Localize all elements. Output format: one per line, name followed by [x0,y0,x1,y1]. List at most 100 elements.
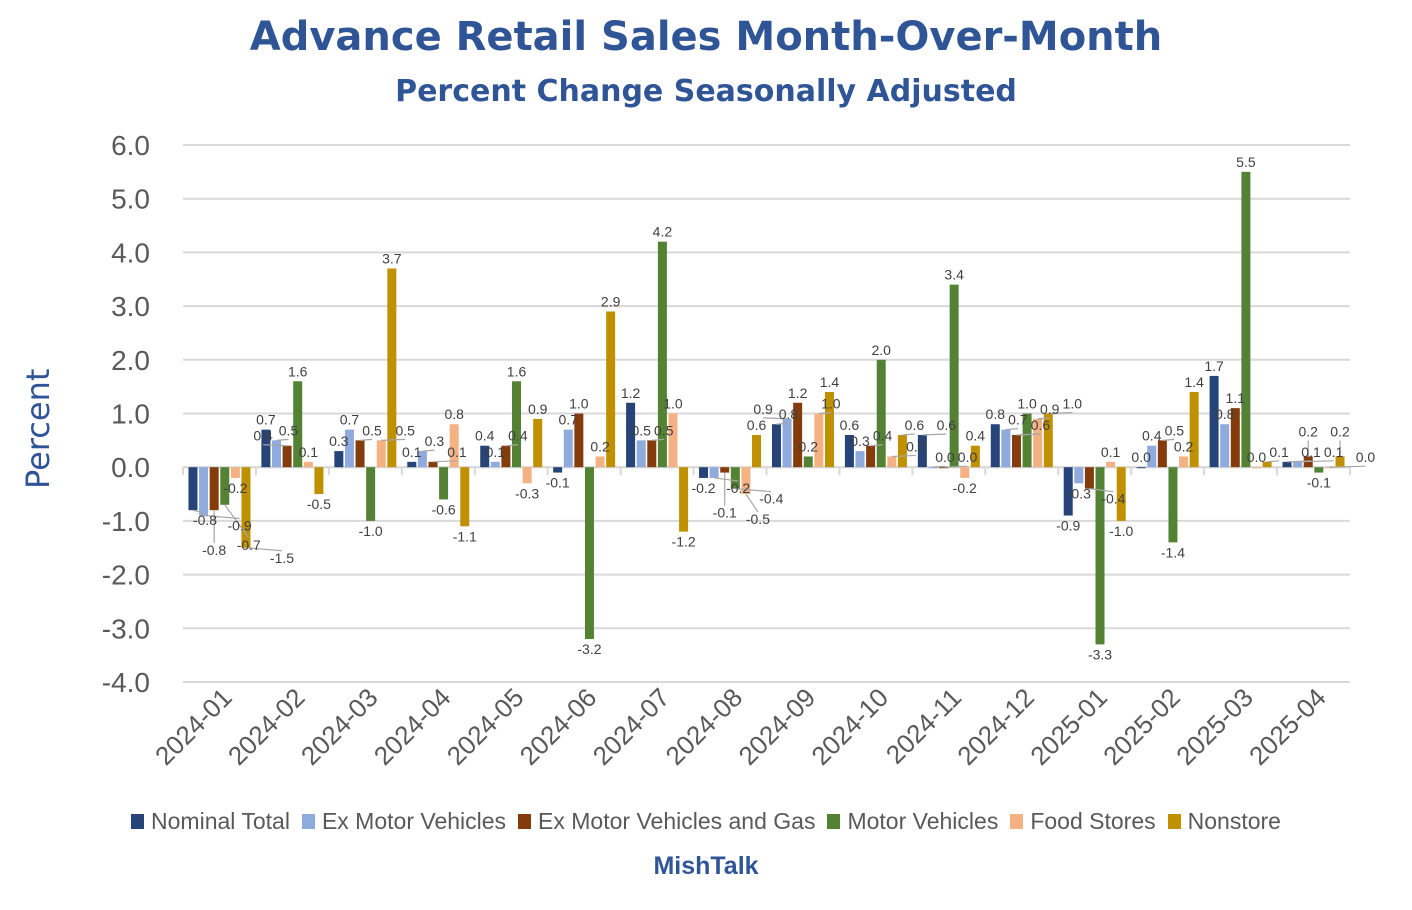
bar [990,424,1000,468]
legend-swatch [1167,814,1181,829]
data-label: 3.7 [382,251,402,267]
y-tick-label: -2.0 [102,560,150,591]
data-label: 0.1 [1101,444,1121,460]
bar [668,413,678,468]
bar [1168,467,1178,543]
y-tick-label: -3.0 [102,613,150,644]
data-label: -0.1 [1307,475,1331,491]
data-label: 0.5 [654,422,674,438]
bar [563,429,573,468]
data-label: -3.3 [1088,646,1112,662]
bar [699,467,709,478]
legend-label: Ex Motor Vehicles [321,808,507,834]
data-label: -0.8 [193,512,217,528]
data-label: 0.9 [1040,401,1060,417]
data-label: 1.0 [569,396,589,412]
bar [855,451,865,468]
bar [480,445,490,468]
data-label: 0.5 [396,422,416,438]
x-tick-label: 2025-02 [1097,682,1186,771]
data-label: 5.5 [1236,154,1256,170]
y-tick-label: 1.0 [111,399,150,430]
bar [1335,456,1345,468]
x-tick-label: 2024-04 [368,682,457,771]
y-tick-label: 5.0 [111,184,150,215]
bar [595,456,605,468]
data-label: 0.3 [850,433,870,449]
legend-item: Ex Motor Vehicles and Gas [518,808,815,835]
leader-line [1162,438,1175,441]
leader-line [263,444,288,447]
data-label: 0.4 [253,428,273,444]
bar [199,467,209,516]
data-label: 0.2 [1174,438,1194,454]
legend-label: Nominal Total [151,808,290,834]
data-label: 0.2 [799,438,819,454]
leader-line [870,444,883,447]
data-label: 2.0 [871,342,891,358]
leader-line [943,465,968,468]
data-label: -0.8 [202,542,226,558]
bar [220,467,230,505]
data-label: 0.3 [425,433,445,449]
bar [1084,467,1094,489]
data-label: 0.9 [753,401,773,417]
legend: Nominal Total Ex Motor Vehicles Ex Motor V… [0,808,1412,835]
bar [1209,375,1219,468]
data-label: 0.6 [905,417,925,433]
leader-line [192,509,206,514]
chart-subtitle: Percent Change Seasonally Adjusted [395,74,1017,109]
data-label: -1.4 [1161,544,1185,560]
leader-line [505,444,518,447]
data-label: 0.2 [1330,423,1350,439]
legend-swatch [301,814,315,829]
data-label: 0.8 [444,406,464,422]
data-label: 3.4 [944,267,964,283]
data-label: 0.1 [299,444,319,460]
data-label: 0.0 [1247,449,1267,465]
data-label: 1.2 [621,385,641,401]
bar [282,445,292,468]
y-tick-label: 0.0 [111,452,150,483]
data-label: 0.6 [1031,417,1051,433]
x-tick-label: 2024-12 [951,682,1040,771]
bar [928,467,938,469]
leader-line [1089,488,1114,493]
leader-line [422,449,435,452]
legend-label: Nonstore [1187,808,1281,834]
data-label: 1.0 [663,396,683,412]
bar [188,467,198,511]
leader-line [818,411,831,415]
data-label: 0.7 [340,412,360,428]
leader-line [776,422,789,425]
data-label: 0.5 [362,422,382,438]
bar [376,440,386,468]
data-label: 1.4 [1184,374,1204,390]
bar [366,467,376,521]
data-label: 0.2 [1298,423,1318,439]
bar [866,445,876,468]
data-label: -0.1 [546,475,570,491]
data-label: 0.4 [873,428,893,444]
leader-line [735,488,772,493]
data-label: 0.1 [1301,444,1321,460]
data-label: 0.6 [747,417,767,433]
legend-label: Ex Motor Vehicles and Gas [538,808,816,834]
leader-line [932,465,945,468]
data-labels-layer: -0.8 -0.9-0.8 -0.7-0.2-1.50.70.50.41.60.1-… [193,154,1375,663]
leader-lines-layer [192,411,1366,552]
data-label: -0.3 [515,485,539,501]
data-label: -0.9 [1056,518,1080,534]
x-tick-label: 2024-03 [295,682,384,771]
data-label: -0.2 [953,480,977,496]
data-label: 0.6 [840,417,860,433]
bar [1033,418,1043,468]
data-label: -0.1 [713,505,737,521]
bar [1043,413,1053,468]
data-label: 0.1 [1324,444,1344,460]
data-label: 4.2 [653,224,673,240]
data-label: 0.0 [935,449,955,465]
data-label: 0.2 [590,438,610,454]
bar [657,241,667,468]
data-label: -1.5 [270,550,294,566]
